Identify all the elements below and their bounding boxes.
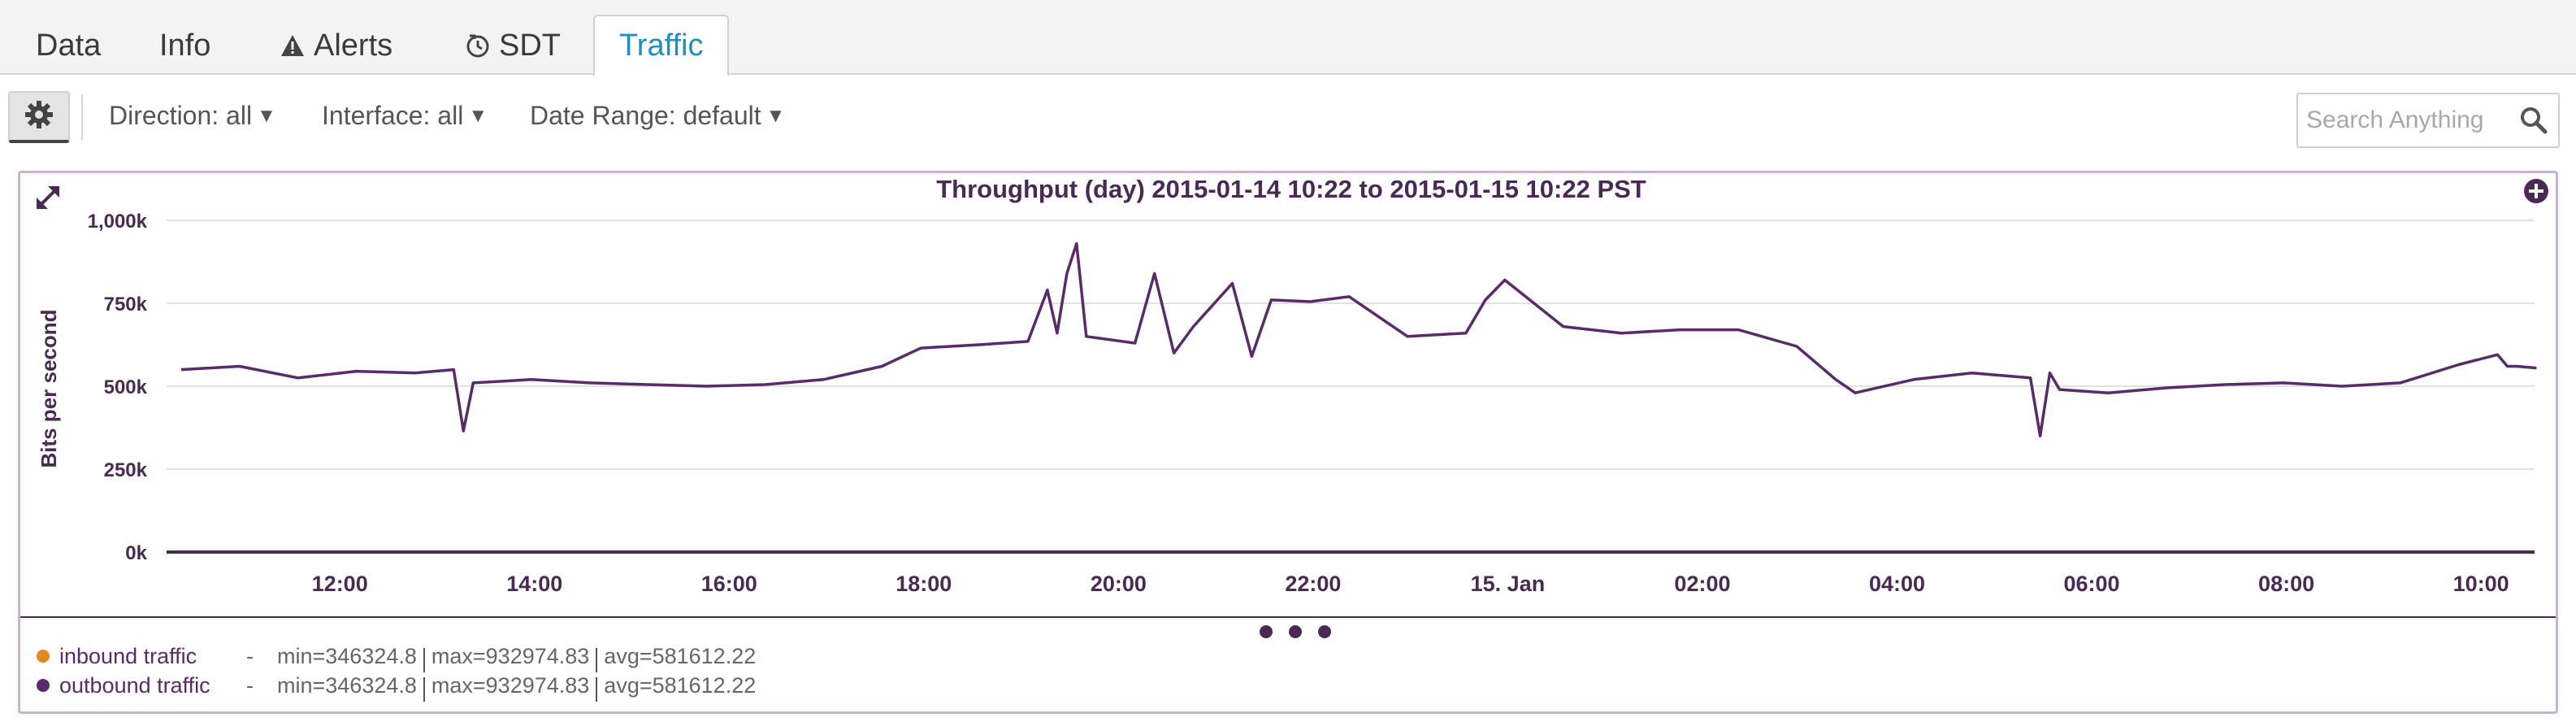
toolbar: Direction: all ▼ Interface: all ▼ Date R… [0, 76, 2576, 166]
x-tick-label: 06:00 [2064, 572, 2120, 596]
tab-alerts-label: Alerts [314, 28, 393, 63]
y-tick-label: 1,000k [88, 211, 148, 233]
legend-dash: - [246, 672, 254, 698]
crosshair-plus-icon[interactable] [2524, 179, 2548, 203]
tab-sdt-label: SDT [499, 28, 561, 63]
chart-legend: inbound traffic - min=346324.8 max=93297… [37, 642, 762, 702]
gear-icon [24, 99, 54, 134]
pager-dot[interactable] [1260, 625, 1273, 638]
legend-item-outbound[interactable]: outbound traffic - min=346324.8 max=9329… [37, 671, 762, 702]
interface-filter[interactable]: Interface: all ▼ [322, 101, 488, 131]
y-tick-label: 0k [125, 542, 147, 564]
series-line-outbound[interactable] [180, 241, 2537, 437]
chart-pager[interactable] [1260, 625, 1331, 638]
interface-filter-label: Interface: all [322, 101, 464, 130]
legend-divider [596, 677, 598, 702]
tab-traffic-label: Traffic [619, 28, 704, 63]
tab-data-label: Data [36, 28, 102, 63]
x-tick-label: 15. Jan [1471, 572, 1546, 596]
x-tick-label: 10:00 [2453, 572, 2509, 596]
caret-down-icon: ▼ [765, 104, 786, 127]
chart-panel: Throughput (day) 2015-01-14 10:22 to 201… [18, 171, 2558, 714]
legend-swatch [37, 650, 50, 663]
tab-data[interactable]: Data [33, 15, 104, 76]
pager-dot[interactable] [1289, 625, 1302, 638]
legend-avg: avg=581612.22 [604, 643, 757, 668]
legend-divider [423, 677, 425, 702]
expand-icon[interactable] [37, 186, 59, 209]
warning-icon [280, 33, 306, 58]
tab-sdt[interactable]: SDT [462, 15, 564, 76]
x-tick-label: 02:00 [1674, 572, 1730, 596]
legend-min: min=346324.8 [277, 643, 417, 668]
legend-swatch [37, 679, 50, 692]
legend-min: min=346324.8 [277, 672, 417, 698]
date-range-filter-label: Date Range: default [530, 101, 761, 130]
x-tick-label: 08:00 [2258, 572, 2314, 596]
clock-icon [465, 33, 491, 59]
y-tick-label: 250k [104, 459, 148, 481]
y-tick-label: 500k [104, 376, 148, 398]
legend-divider [596, 648, 598, 672]
x-tick-label: 16:00 [701, 572, 757, 596]
tab-traffic[interactable]: Traffic [593, 15, 730, 76]
x-tick-label: 04:00 [1869, 572, 1925, 596]
date-range-filter[interactable]: Date Range: default ▼ [530, 101, 785, 131]
legend-avg: avg=581612.22 [604, 672, 757, 698]
pager-dot[interactable] [1318, 625, 1331, 638]
caret-down-icon: ▼ [257, 104, 276, 127]
legend-max: max=932974.83 [431, 672, 590, 698]
legend-name: outbound traffic [59, 672, 210, 698]
x-tick-label: 14:00 [506, 572, 562, 596]
search-input[interactable] [2306, 101, 2509, 140]
legend-item-inbound[interactable]: inbound traffic - min=346324.8 max=93297… [37, 642, 762, 672]
tab-info[interactable]: Info [156, 15, 214, 76]
chart-title: Throughput (day) 2015-01-14 10:22 to 201… [936, 175, 1646, 203]
throughput-chart: Throughput (day) 2015-01-14 10:22 to 201… [20, 175, 2556, 638]
x-tick-label: 12:00 [312, 572, 368, 596]
direction-filter[interactable]: Direction: all ▼ [109, 101, 276, 131]
tab-info-label: Info [159, 28, 211, 63]
legend-max: max=932974.83 [431, 643, 590, 668]
y-tick-label: 750k [104, 294, 148, 315]
tab-bar: Data Info Alerts SDT Traffic [0, 0, 2576, 76]
search-box [2296, 93, 2560, 148]
caret-down-icon: ▼ [468, 104, 488, 127]
direction-filter-label: Direction: all [109, 101, 253, 130]
tab-alerts[interactable]: Alerts [276, 15, 396, 76]
settings-button[interactable] [8, 91, 70, 143]
search-icon[interactable] [2519, 106, 2548, 139]
x-tick-label: 20:00 [1091, 572, 1147, 596]
toolbar-divider [81, 94, 83, 140]
y-axis-label: Bits per second [37, 309, 61, 468]
legend-divider [423, 648, 425, 672]
x-tick-label: 18:00 [896, 572, 952, 596]
legend-dash: - [246, 643, 254, 668]
x-tick-label: 22:00 [1285, 572, 1341, 596]
legend-name: inbound traffic [59, 643, 197, 668]
